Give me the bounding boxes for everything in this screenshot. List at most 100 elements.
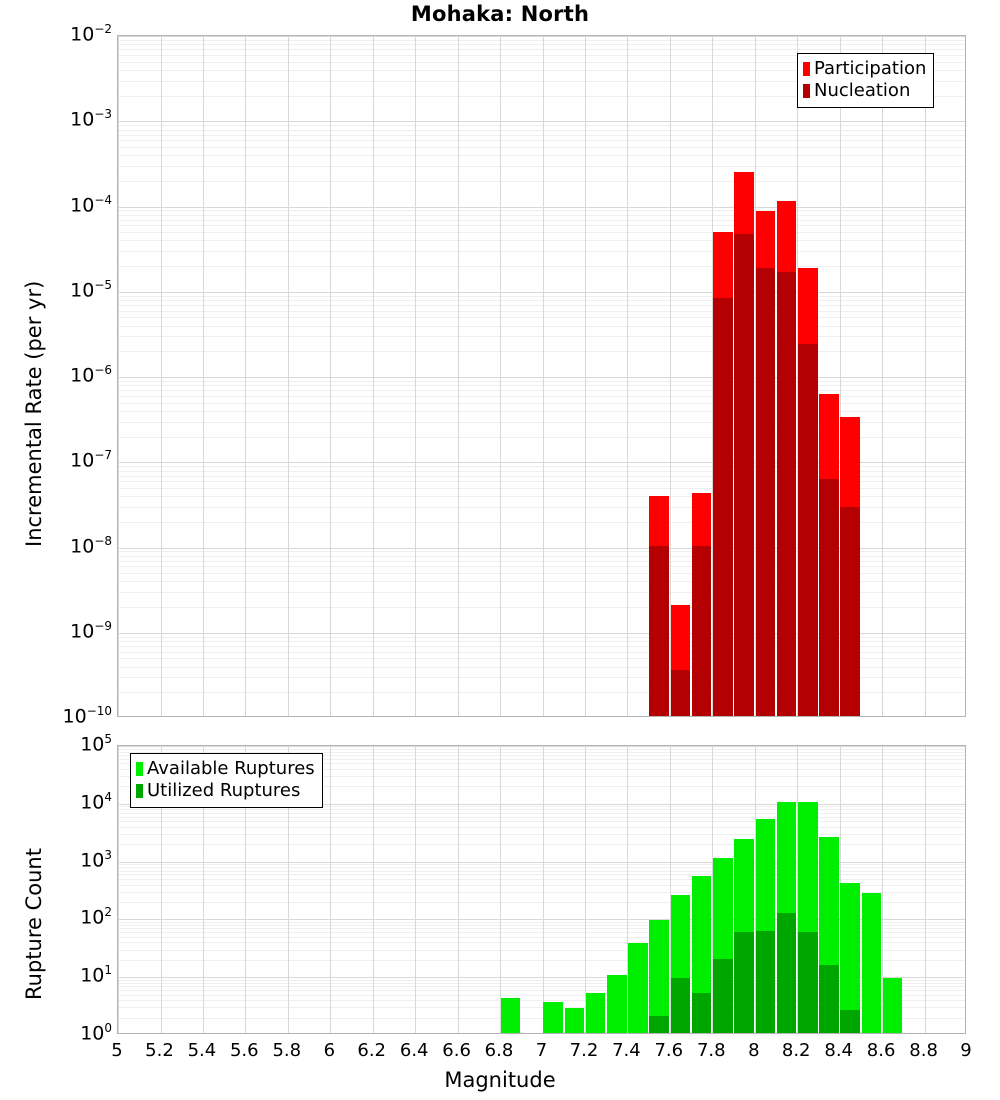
gridline-major-vertical (118, 36, 119, 716)
gridline-minor-horizontal (118, 380, 965, 382)
gridline-major-vertical (330, 36, 332, 716)
rupture-count-legend-item[interactable]: Utilized Ruptures (136, 780, 315, 802)
x-tick-label: 6.4 (399, 1040, 429, 1061)
x-tick-label: 7.8 (696, 1040, 726, 1061)
gridline-minor-horizontal (118, 651, 965, 653)
gridline-minor-horizontal (118, 925, 965, 926)
gridline-major-horizontal (118, 377, 965, 378)
incremental-rate-chart-panel (117, 35, 966, 717)
y-tick-label: 10−7 (70, 448, 112, 472)
x-tick-label: 7.2 (569, 1040, 599, 1061)
x-tick-label: 5 (111, 1040, 123, 1061)
gridline-major-vertical (330, 746, 332, 1033)
x-tick-label: 5.4 (187, 1040, 217, 1061)
gridline-major-horizontal (118, 803, 965, 805)
y-tick-label: 10−5 (70, 277, 112, 302)
gridline-major-vertical (924, 36, 926, 716)
gridline-minor-horizontal (118, 390, 965, 392)
gridline-major-vertical (882, 36, 884, 716)
bar-available-ruptures (649, 919, 669, 1033)
gridline-minor-horizontal (118, 936, 965, 938)
gridline-minor-horizontal (118, 821, 965, 823)
gridline-major-vertical (669, 36, 671, 716)
gridline-minor-horizontal (118, 806, 965, 808)
gridline-minor-horizontal (118, 69, 965, 71)
gridline-minor-horizontal (118, 902, 965, 903)
gridline-minor-horizontal (118, 125, 965, 127)
y-tick-label: 10−2 (70, 22, 112, 46)
gridline-minor-horizontal (118, 310, 965, 312)
gridline-minor-horizontal (118, 874, 965, 876)
gridline-minor-horizontal (118, 786, 965, 788)
gridline-minor-horizontal (118, 521, 965, 523)
legend-swatch-icon (136, 762, 143, 776)
x-axis-title: Magnitude (444, 1068, 556, 1092)
gridline-minor-horizontal (118, 240, 965, 242)
bar-available-ruptures (564, 1008, 585, 1033)
gridline-minor-horizontal (118, 922, 965, 923)
gridline-minor-horizontal (118, 884, 965, 886)
bar-available-ruptures (861, 892, 882, 1033)
gridline-minor-horizontal (118, 470, 965, 472)
gridline-minor-horizontal (118, 210, 965, 212)
gridline-minor-horizontal (118, 140, 965, 142)
gridline-minor-horizontal (118, 80, 965, 82)
gridline-major-vertical (287, 36, 289, 716)
x-tick-label: 7.4 (612, 1040, 641, 1061)
gridline-minor-horizontal (118, 891, 965, 893)
bar-nucleation (776, 272, 797, 716)
bar-available-ruptures (543, 1001, 563, 1033)
gridline-minor-horizontal (118, 867, 965, 869)
gridline-major-vertical (415, 746, 417, 1033)
gridline-minor-horizontal (118, 879, 965, 880)
gridline-minor-horizontal (118, 566, 965, 568)
gridline-major-vertical (202, 746, 204, 1033)
gridline-minor-horizontal (118, 95, 965, 97)
x-tick-label: 8.2 (781, 1040, 811, 1061)
rupture-count-y-axis-ticks: 105 104 103 102 101 100 (0, 0, 112, 1100)
x-tick-label: 5.6 (229, 1040, 259, 1061)
y-tick-label: 10−6 (70, 363, 112, 387)
gridline-minor-horizontal (118, 816, 965, 818)
x-tick-label: 7.6 (654, 1040, 684, 1061)
gridline-minor-horizontal (118, 54, 965, 56)
incremental-rate-legend-item[interactable]: Nucleation (803, 80, 926, 102)
gridline-major-vertical (797, 746, 799, 1033)
gridline-major-vertical (372, 36, 374, 716)
gridline-major-horizontal (118, 36, 965, 37)
bar-utilized-ruptures (776, 912, 797, 1033)
gridline-major-vertical (245, 36, 247, 716)
gridline-major-horizontal (118, 206, 965, 208)
gridline-major-vertical (712, 746, 714, 1033)
gridline-major-vertical (839, 746, 841, 1033)
bar-nucleation (798, 344, 818, 716)
gridline-major-horizontal (118, 632, 965, 634)
gridline-major-horizontal (118, 462, 965, 464)
gridline-minor-horizontal (118, 266, 965, 268)
incremental-rate-legend-item[interactable]: Participation (803, 58, 926, 80)
gridline-minor-horizontal (118, 1000, 965, 1002)
gridline-major-vertical (245, 746, 247, 1033)
rupture-count-y-axis-title: Rupture Count (22, 848, 46, 1000)
gridline-minor-horizontal (118, 506, 965, 508)
gridline-major-vertical (160, 36, 162, 716)
bar-nucleation (670, 669, 691, 716)
gridline-minor-horizontal (118, 155, 965, 157)
incremental-rate-plot-area (118, 36, 965, 716)
gridline-major-vertical (457, 746, 459, 1033)
bar-utilized-ruptures (713, 959, 733, 1033)
gridline-major-vertical (415, 36, 417, 716)
x-tick-label: 8.6 (866, 1040, 896, 1061)
incremental-rate-y-axis-ticks: 10−2 10−3 10−4 10−5 10−6 10−7 10−8 10−9 10−10 (0, 0, 112, 1100)
bar-utilized-ruptures (649, 1015, 669, 1033)
gridline-major-vertical (882, 746, 884, 1033)
legend-swatch-icon (136, 784, 143, 798)
gridline-minor-horizontal (118, 990, 965, 991)
gridline-major-vertical (924, 746, 926, 1033)
gridline-major-vertical (202, 36, 204, 716)
gridline-minor-horizontal (118, 555, 965, 557)
rupture-count-legend-item[interactable]: Available Ruptures (136, 758, 315, 780)
x-tick-label: 6.8 (484, 1040, 514, 1061)
gridline-major-horizontal (118, 547, 965, 549)
x-tick-label: 6.6 (442, 1040, 471, 1061)
